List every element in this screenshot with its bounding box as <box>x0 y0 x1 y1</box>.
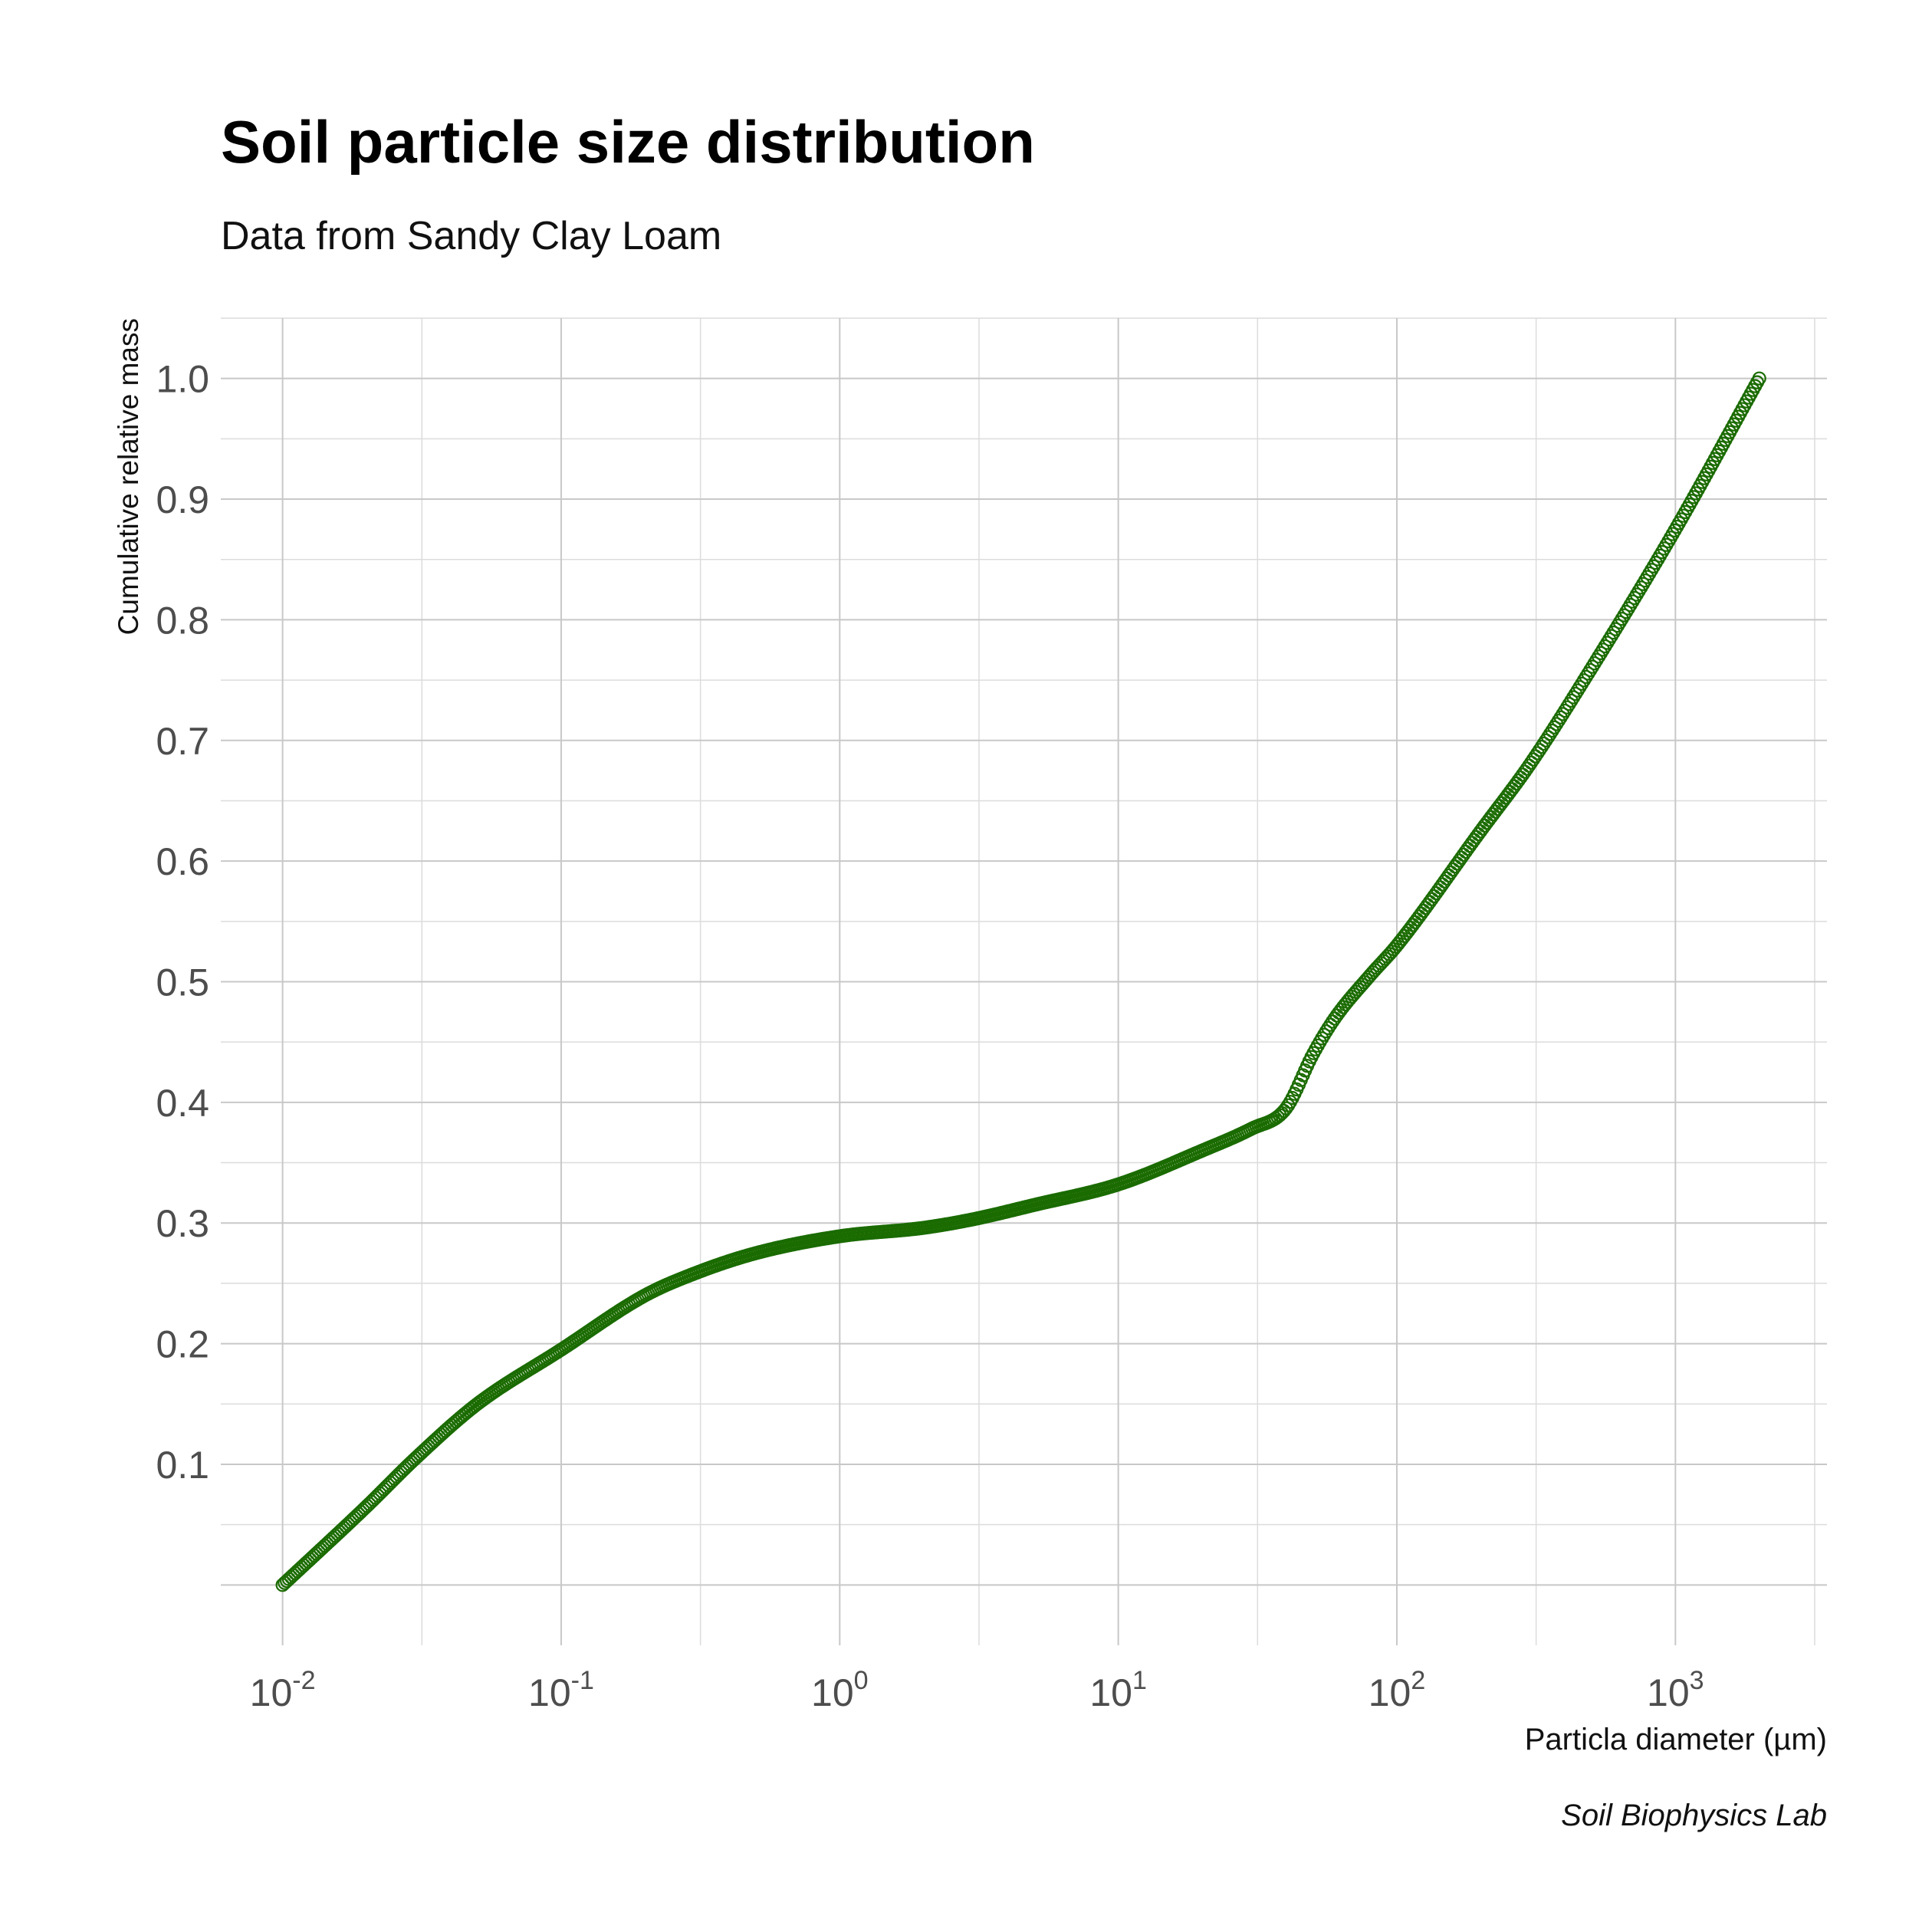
data-point <box>1575 676 1589 691</box>
x-tick-label: 103 <box>1647 1666 1704 1714</box>
data-point <box>1608 622 1623 636</box>
y-tick-label: 0.7 <box>156 720 209 763</box>
y-tick-label: 0.6 <box>156 840 209 883</box>
x-tick-label: 10-2 <box>250 1666 316 1714</box>
data-point <box>1585 659 1600 674</box>
data-point <box>1595 642 1610 657</box>
x-axis-title: Particla diameter (µm) <box>1525 1723 1827 1756</box>
data-point <box>1562 697 1576 711</box>
data-point <box>1602 632 1617 647</box>
data-point <box>1559 700 1575 715</box>
data-point <box>1598 639 1612 654</box>
major-gridlines <box>221 318 1827 1645</box>
y-tick-label: 0.3 <box>156 1202 209 1245</box>
data-point <box>1604 629 1618 643</box>
y-tick-label: 0.9 <box>156 478 209 521</box>
data-point <box>1752 371 1766 386</box>
data-point <box>1587 656 1602 671</box>
data-point <box>1316 1027 1332 1042</box>
y-tick-label: 1.0 <box>156 358 209 401</box>
data-point <box>1600 636 1615 650</box>
data-point <box>1593 646 1608 660</box>
y-axis-tick-labels: 0.1 0.2 0.3 0.4 0.5 0.6 0.7 0.8 0.9 1.0 <box>156 358 209 1487</box>
x-tick-label: 102 <box>1368 1666 1426 1714</box>
chart-subtitle: Data from Sandy Clay Loam <box>221 214 721 258</box>
data-point <box>1579 669 1593 685</box>
data-point <box>1564 693 1579 708</box>
data-point <box>1581 666 1595 681</box>
data-point <box>1592 649 1606 664</box>
data-point <box>1572 680 1587 695</box>
data-point <box>1583 662 1598 678</box>
y-tick-label: 0.8 <box>156 599 209 642</box>
data-point <box>1589 652 1604 667</box>
data-point <box>1558 703 1572 718</box>
data-point <box>1570 683 1585 698</box>
chart-title: Soil particle size distribution <box>221 108 1035 176</box>
y-tick-label: 0.2 <box>156 1323 209 1366</box>
data-point <box>1606 626 1621 640</box>
y-tick-label: 0.4 <box>156 1082 209 1125</box>
x-axis-tick-labels: 10-2 10-1 100 101 102 103 <box>250 1666 1704 1714</box>
y-tick-label: 0.5 <box>156 961 209 1004</box>
x-tick-label: 10-1 <box>528 1666 594 1714</box>
x-tick-label: 101 <box>1089 1666 1147 1714</box>
data-point <box>1566 690 1581 705</box>
data-point <box>1568 686 1583 702</box>
data-point <box>1576 673 1592 688</box>
x-tick-label: 100 <box>811 1666 869 1714</box>
data-points <box>275 371 1766 1592</box>
chart-caption: Soil Biophysics Lab <box>1561 1799 1827 1832</box>
y-tick-label: 0.1 <box>156 1444 209 1487</box>
y-axis-title: Cumulative relative mass <box>113 318 144 635</box>
